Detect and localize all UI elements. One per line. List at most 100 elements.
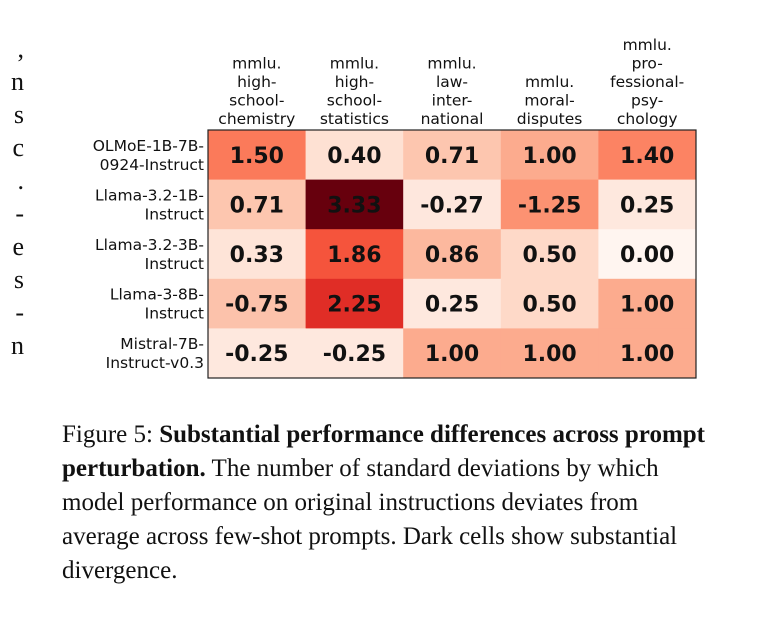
row-label: Llama-3.2-3B-Instruct xyxy=(95,236,204,273)
column-label-line: chemistry xyxy=(218,110,295,128)
heatmap-cell xyxy=(598,229,697,280)
column-label-line: inter- xyxy=(432,92,473,110)
heatmap-cell xyxy=(500,229,599,280)
heatmap-cell-value: 1.00 xyxy=(522,144,576,169)
heatmap-cell xyxy=(598,278,697,329)
column-label: mmlu. pro-fessional-psy-chology xyxy=(610,36,684,128)
heatmap-cell xyxy=(305,328,404,379)
heatmap-cell xyxy=(305,278,404,329)
heatmap-cell xyxy=(598,130,697,181)
caption-body: The number of standard deviations by whi… xyxy=(62,455,678,584)
heatmap-cell-value: 1.00 xyxy=(522,342,576,367)
row-label-line: Instruct xyxy=(145,305,204,323)
column-label: mmlu. high-school-chemistry xyxy=(218,55,295,129)
heatmap-cell xyxy=(208,179,307,230)
column-label-line: statistics xyxy=(320,110,389,128)
row-label-line: Llama-3-8B- xyxy=(110,286,204,304)
column-label-line: mmlu. xyxy=(623,36,672,54)
column-label-line: high- xyxy=(335,73,374,91)
row-label-line: Instruct xyxy=(145,255,204,273)
column-label-line: mmlu. xyxy=(330,55,379,73)
heatmap-cell-value: 2.25 xyxy=(327,293,381,318)
margin-fragment: - xyxy=(15,298,24,327)
heatmap-cell-value: 3.33 xyxy=(327,193,381,218)
heatmap-cell xyxy=(208,130,307,181)
heatmap-cell xyxy=(598,179,697,230)
heatmap-cell xyxy=(598,328,697,379)
heatmap-cell-value: 1.00 xyxy=(425,342,479,367)
heatmap-cell-value: 0.33 xyxy=(230,243,284,268)
heatmap-cell-value: 0.25 xyxy=(620,193,674,218)
heatmap-cell-value: -0.27 xyxy=(420,193,483,218)
margin-fragment: - xyxy=(15,199,24,228)
heatmap-cell-value: -0.25 xyxy=(323,342,386,367)
column-label-line: school- xyxy=(229,92,284,110)
heatmap-cell-value: -0.75 xyxy=(225,293,288,318)
column-label-line: mmlu. xyxy=(427,55,476,73)
row-label: Llama-3-8B-Instruct xyxy=(110,286,204,323)
heatmap-cell-value: 1.00 xyxy=(620,342,674,367)
column-label-line: psy- xyxy=(631,92,663,110)
heatmap-cell-value: 0.50 xyxy=(522,293,576,318)
margin-fragment: n xyxy=(11,67,24,96)
row-label-line: Instruct xyxy=(145,205,204,223)
row-label-line: Llama-3.2-3B- xyxy=(95,236,204,254)
heatmap-cell xyxy=(208,278,307,329)
heatmap-cells: 1.50 0.40 0.71 1.00 1.40 0.71 3.33 -0.27 -1.25 0.… xyxy=(208,130,697,379)
caption-prefix: Figure 5: xyxy=(62,421,160,448)
heatmap-border xyxy=(207,129,697,379)
heatmap-cell xyxy=(403,130,502,181)
column-label-line: disputes xyxy=(517,110,583,128)
heatmap-cell xyxy=(500,130,599,181)
heatmap-cell xyxy=(208,328,307,379)
heatmap-cell xyxy=(403,179,502,230)
row-label-line: Mistral-7B- xyxy=(120,335,204,353)
heatmap-cell xyxy=(305,229,404,280)
heatmap-cell-value: 0.40 xyxy=(327,144,381,169)
column-label-line: chology xyxy=(617,110,678,128)
column-label-line: high- xyxy=(237,73,276,91)
heatmap-cell xyxy=(305,179,404,230)
column-label-line: fessional- xyxy=(610,73,684,91)
heatmap-cell-value: 1.86 xyxy=(327,243,381,268)
heatmap-cell xyxy=(305,130,404,181)
row-label: OLMoE-1B-7B-0924-Instruct xyxy=(93,137,204,174)
margin-fragment: s xyxy=(13,265,24,294)
heatmap-cell-value: -0.25 xyxy=(225,342,288,367)
heatmap-cell xyxy=(403,278,502,329)
row-label-line: Instruct-v0.3 xyxy=(106,354,204,372)
column-label-line: school- xyxy=(327,92,382,110)
column-label-line: national xyxy=(421,110,484,128)
margin-fragment: s xyxy=(13,100,24,129)
margin-fragment: . xyxy=(17,166,25,195)
row-label-line: Llama-3.2-1B- xyxy=(95,186,204,204)
row-label-line: 0924-Instruct xyxy=(100,156,204,174)
heatmap-cell-value: -1.25 xyxy=(518,193,581,218)
column-label: mmlu. law-inter-national xyxy=(421,55,484,129)
heatmap-cell xyxy=(208,229,307,280)
row-labels: OLMoE-1B-7B-0924-InstructLlama-3.2-1B-In… xyxy=(93,137,204,372)
margin-fragment: , xyxy=(17,34,25,63)
row-label-line: OLMoE-1B-7B- xyxy=(93,137,204,155)
heatmap-cell-value: 0.86 xyxy=(425,243,479,268)
margin-fragment: n xyxy=(11,331,24,360)
column-label: mmlu. high-school-statistics xyxy=(320,55,389,129)
heatmap-cell-value: 1.40 xyxy=(620,144,674,169)
heatmap-cell-value: 1.50 xyxy=(230,144,284,169)
column-label-line: mmlu. xyxy=(232,55,281,73)
heatmap-cell-value: 0.00 xyxy=(620,243,674,268)
heatmap-cell-value: 0.25 xyxy=(425,293,479,318)
row-label: Mistral-7B-Instruct-v0.3 xyxy=(106,335,204,372)
heatmap-cell-value: 1.00 xyxy=(620,293,674,318)
heatmap-cell xyxy=(403,328,502,379)
caption-bold-title: Substantial performance differences acro… xyxy=(62,421,706,482)
column-label: mmlu. moral-disputes xyxy=(517,73,583,128)
figure-caption: Figure 5: Substantial performance differ… xyxy=(62,418,722,588)
margin-fragment: c xyxy=(12,133,24,162)
heatmap-cell xyxy=(500,328,599,379)
column-label-line: moral- xyxy=(524,92,574,110)
heatmap-cell-value: 0.71 xyxy=(425,144,479,169)
margin-fragment: e xyxy=(12,232,24,261)
heatmap-cell xyxy=(500,278,599,329)
